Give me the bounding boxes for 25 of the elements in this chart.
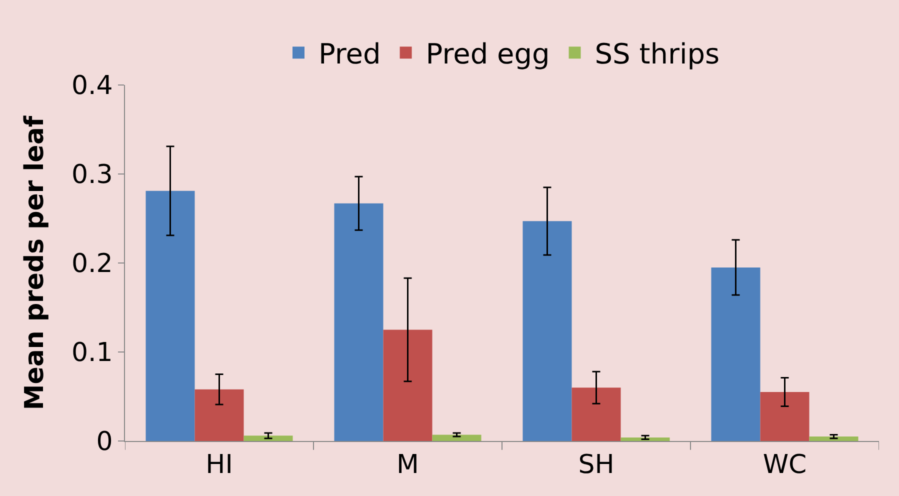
legend-label: Pred egg (426, 38, 550, 70)
bar (146, 190, 195, 441)
y-axis-title: Mean preds per leaf (20, 115, 50, 410)
legend-label: SS thrips (594, 38, 720, 70)
x-tick-label: SH (578, 450, 614, 480)
y-tick-label: 0.3 (71, 160, 113, 190)
bar (572, 388, 621, 441)
bar (620, 437, 670, 441)
bar (194, 389, 244, 441)
bar (760, 392, 810, 441)
y-tick-label: 0.4 (71, 71, 113, 102)
bar (334, 203, 384, 441)
bar (711, 267, 760, 441)
x-tick-label: M (396, 450, 419, 480)
bar (809, 436, 858, 441)
y-tick-label: 0 (96, 427, 113, 458)
x-tick-label: WC (762, 450, 807, 480)
bar (432, 434, 482, 441)
bar (383, 330, 432, 441)
bar (244, 436, 293, 441)
bar (522, 221, 572, 441)
y-tick-label: 0.2 (71, 249, 113, 280)
x-tick-label: HI (206, 450, 233, 480)
legend-label: Pred (318, 38, 381, 70)
y-tick-label: 0.1 (71, 338, 113, 368)
